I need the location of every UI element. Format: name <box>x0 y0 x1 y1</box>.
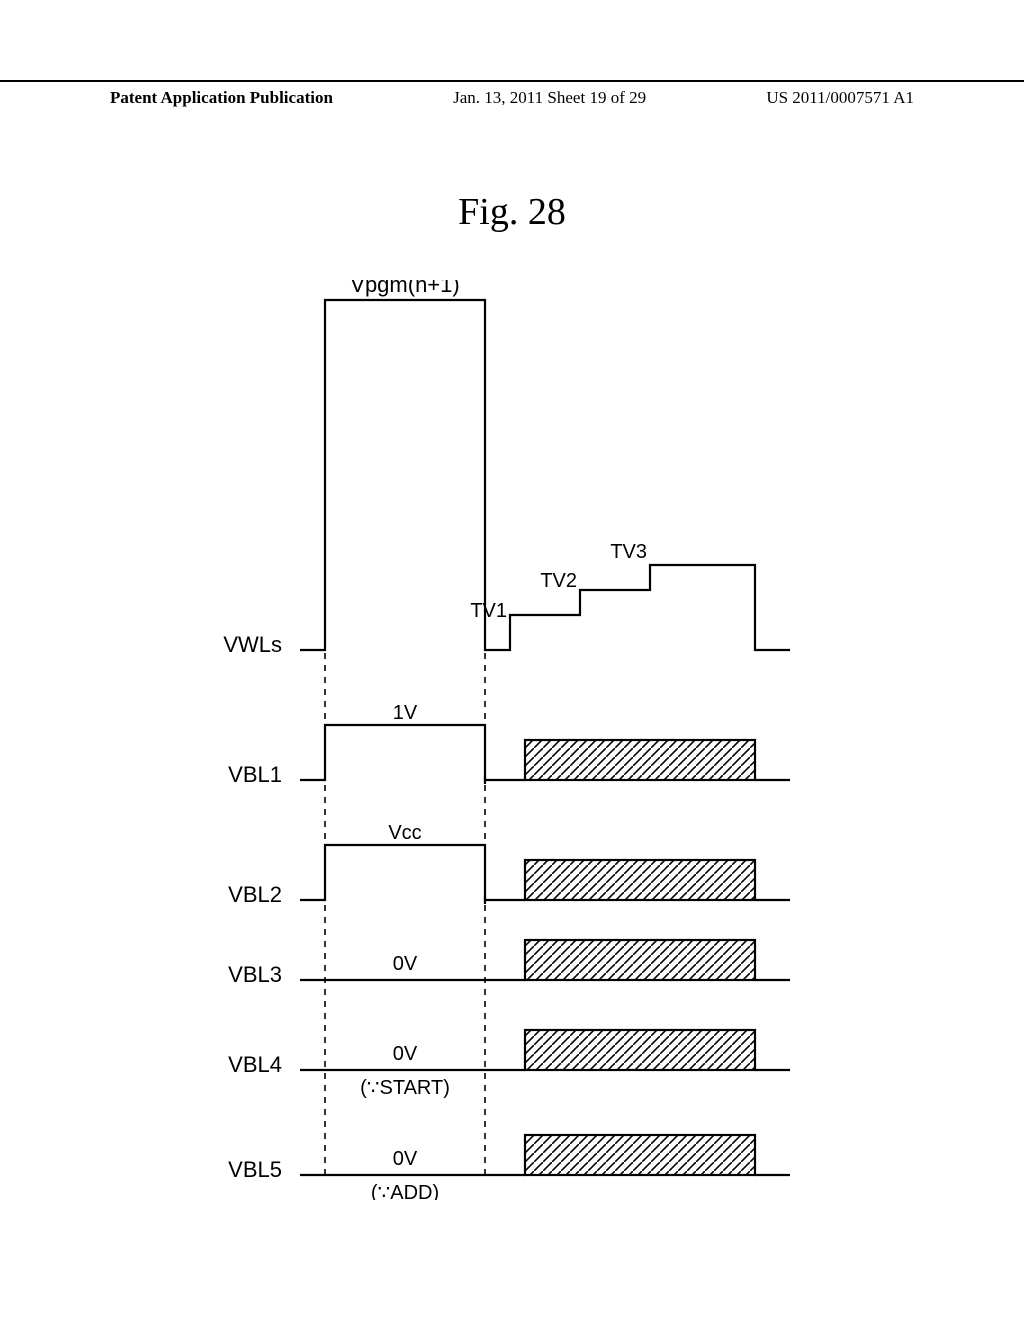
svg-text:1V: 1V <box>393 702 418 724</box>
svg-text:TV3: TV3 <box>610 541 647 563</box>
svg-text:Vpgm(n+1): Vpgm(n+1) <box>350 280 459 297</box>
svg-text:VWLs: VWLs <box>223 632 282 657</box>
figure-title: Fig. 28 <box>0 190 1024 234</box>
timing-diagram: Vpgm(n+1) TV1 TV2 TV3 VWLs VBL1 1V VBL2 Vcc VBL3 0… <box>210 280 830 1200</box>
svg-text:VBL5: VBL5 <box>228 1157 282 1182</box>
svg-text:0V: 0V <box>393 1043 418 1065</box>
svg-text:TV2: TV2 <box>540 570 577 592</box>
svg-text:0V: 0V <box>393 953 418 975</box>
svg-text:TV1: TV1 <box>470 600 507 622</box>
svg-text:0V: 0V <box>393 1148 418 1170</box>
header-center: Jan. 13, 2011 Sheet 19 of 29 <box>453 88 646 108</box>
svg-text:VBL4: VBL4 <box>228 1052 282 1077</box>
svg-text:VBL1: VBL1 <box>228 762 282 787</box>
diagram-svg: Vpgm(n+1) TV1 TV2 TV3 VWLs VBL1 1V VBL2 Vcc VBL3 0… <box>210 280 830 1200</box>
svg-text:Vcc: Vcc <box>388 822 421 844</box>
svg-text:VBL2: VBL2 <box>228 882 282 907</box>
svg-text:(∵START): (∵START) <box>360 1077 450 1099</box>
svg-text:VBL3: VBL3 <box>228 962 282 987</box>
header-right: US 2011/0007571 A1 <box>766 88 914 108</box>
header-left: Patent Application Publication <box>110 88 333 108</box>
svg-text:(∵ADD): (∵ADD) <box>371 1182 439 1200</box>
page-header: Patent Application Publication Jan. 13, … <box>0 80 1024 108</box>
